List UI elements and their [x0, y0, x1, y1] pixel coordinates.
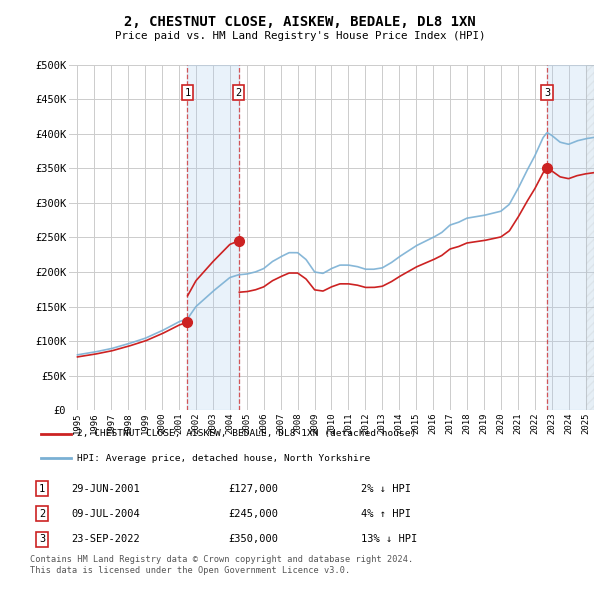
Bar: [187, 65, 239, 410]
Text: This data is licensed under the Open Government Licence v3.0.: This data is licensed under the Open Gov…: [30, 566, 350, 575]
Bar: [586, 65, 594, 410]
Text: £245,000: £245,000: [229, 509, 279, 519]
Text: 2% ↓ HPI: 2% ↓ HPI: [361, 484, 411, 493]
Text: 3: 3: [544, 87, 550, 97]
Text: 2, CHESTNUT CLOSE, AISKEW, BEDALE, DL8 1XN: 2, CHESTNUT CLOSE, AISKEW, BEDALE, DL8 1…: [124, 15, 476, 29]
Text: 13% ↓ HPI: 13% ↓ HPI: [361, 534, 418, 544]
Text: 1: 1: [184, 87, 191, 97]
Bar: [586, 65, 594, 410]
Text: 2: 2: [39, 509, 45, 519]
Text: £127,000: £127,000: [229, 484, 279, 493]
Text: 2, CHESTNUT CLOSE, AISKEW, BEDALE, DL8 1XN (detached house): 2, CHESTNUT CLOSE, AISKEW, BEDALE, DL8 1…: [77, 430, 416, 438]
Text: Price paid vs. HM Land Registry's House Price Index (HPI): Price paid vs. HM Land Registry's House …: [115, 31, 485, 41]
Text: 1: 1: [39, 484, 45, 493]
Text: 23-SEP-2022: 23-SEP-2022: [71, 534, 140, 544]
Text: HPI: Average price, detached house, North Yorkshire: HPI: Average price, detached house, Nort…: [77, 454, 370, 463]
Text: 09-JUL-2004: 09-JUL-2004: [71, 509, 140, 519]
Text: 4% ↑ HPI: 4% ↑ HPI: [361, 509, 411, 519]
Bar: [547, 65, 594, 410]
Text: Contains HM Land Registry data © Crown copyright and database right 2024.: Contains HM Land Registry data © Crown c…: [30, 555, 413, 563]
Text: £350,000: £350,000: [229, 534, 279, 544]
Text: 29-JUN-2001: 29-JUN-2001: [71, 484, 140, 493]
Text: 3: 3: [39, 534, 45, 544]
Text: 2: 2: [236, 87, 242, 97]
